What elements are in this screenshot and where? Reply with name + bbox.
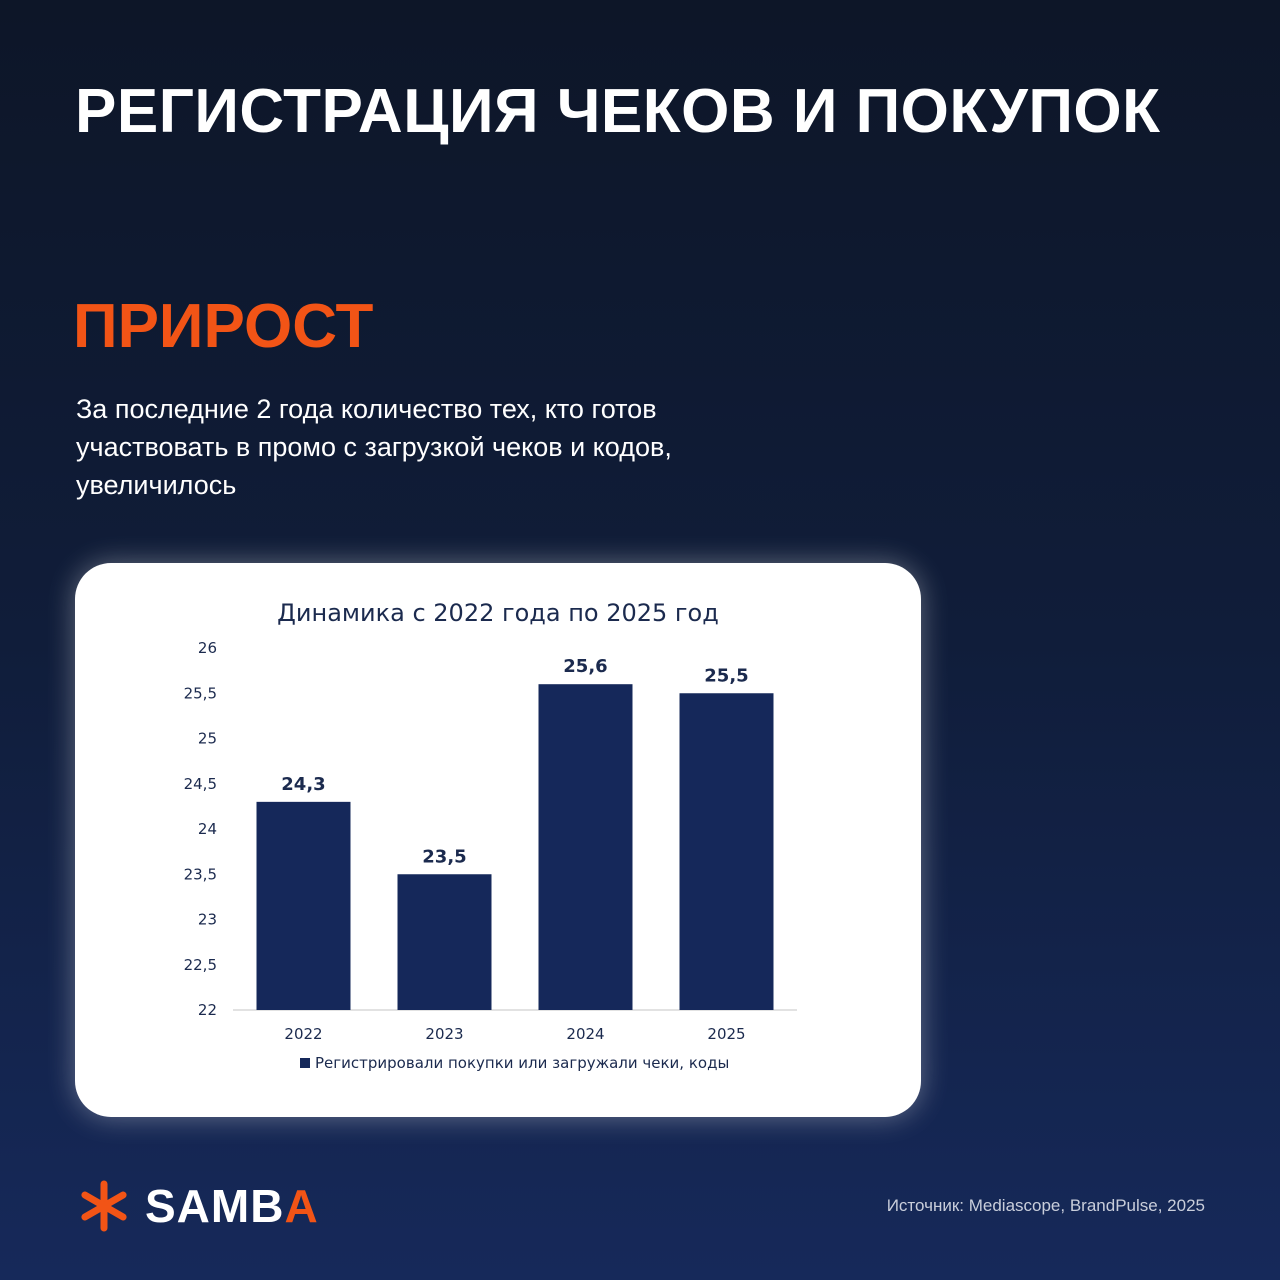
- chart-title: Динамика с 2022 года по 2025 год: [277, 599, 719, 627]
- data-label: 24,3: [281, 774, 325, 795]
- y-tick-label: 26: [198, 639, 217, 657]
- bar-2024: [538, 684, 633, 1010]
- x-tick-label: 2024: [566, 1025, 604, 1043]
- data-label: 25,5: [704, 665, 748, 686]
- description-text: За последние 2 года количество тех, кто …: [76, 394, 672, 500]
- logo-wordmark: SAMBA: [145, 1179, 319, 1233]
- logo-text-accent: A: [284, 1180, 319, 1232]
- logo-text-main: SAMB: [145, 1180, 285, 1232]
- x-tick-label: 2023: [425, 1025, 463, 1043]
- y-tick-label: 24,5: [184, 775, 217, 793]
- samba-logo: SAMBA: [77, 1178, 319, 1234]
- legend-label: Регистрировали покупки или загружали чек…: [315, 1054, 729, 1072]
- chart-card: Динамика с 2022 года по 2025 год 22 22,5 23…: [75, 563, 921, 1117]
- legend-swatch: [300, 1058, 310, 1068]
- y-tick-label: 23,5: [184, 865, 217, 883]
- bar-2025: [679, 693, 774, 1010]
- y-tick-label: 25: [198, 730, 217, 748]
- bar-chart: Динамика с 2022 года по 2025 год 22 22,5 23…: [184, 599, 797, 1072]
- x-tick-label: 2025: [707, 1025, 745, 1043]
- asterisk-icon: [81, 1180, 127, 1232]
- page-headline: РЕГИСТРАЦИЯ ЧЕКОВ И ПОКУПОК: [75, 77, 1161, 146]
- data-label: 23,5: [422, 846, 466, 867]
- y-tick-label: 24: [198, 820, 217, 838]
- bar-2022: [256, 801, 351, 1010]
- y-tick-label: 22,5: [184, 956, 217, 974]
- data-label: 25,6: [563, 656, 607, 677]
- y-tick-label: 22: [198, 1001, 217, 1019]
- bar-2023: [397, 874, 492, 1010]
- y-tick-label: 23: [198, 911, 217, 929]
- source-note: Источник: Mediascope, BrandPulse, 2025: [886, 1196, 1205, 1215]
- x-tick-label: 2022: [284, 1025, 322, 1043]
- accent-title: ПРИРОСТ: [73, 292, 374, 361]
- y-tick-label: 25,5: [184, 684, 217, 702]
